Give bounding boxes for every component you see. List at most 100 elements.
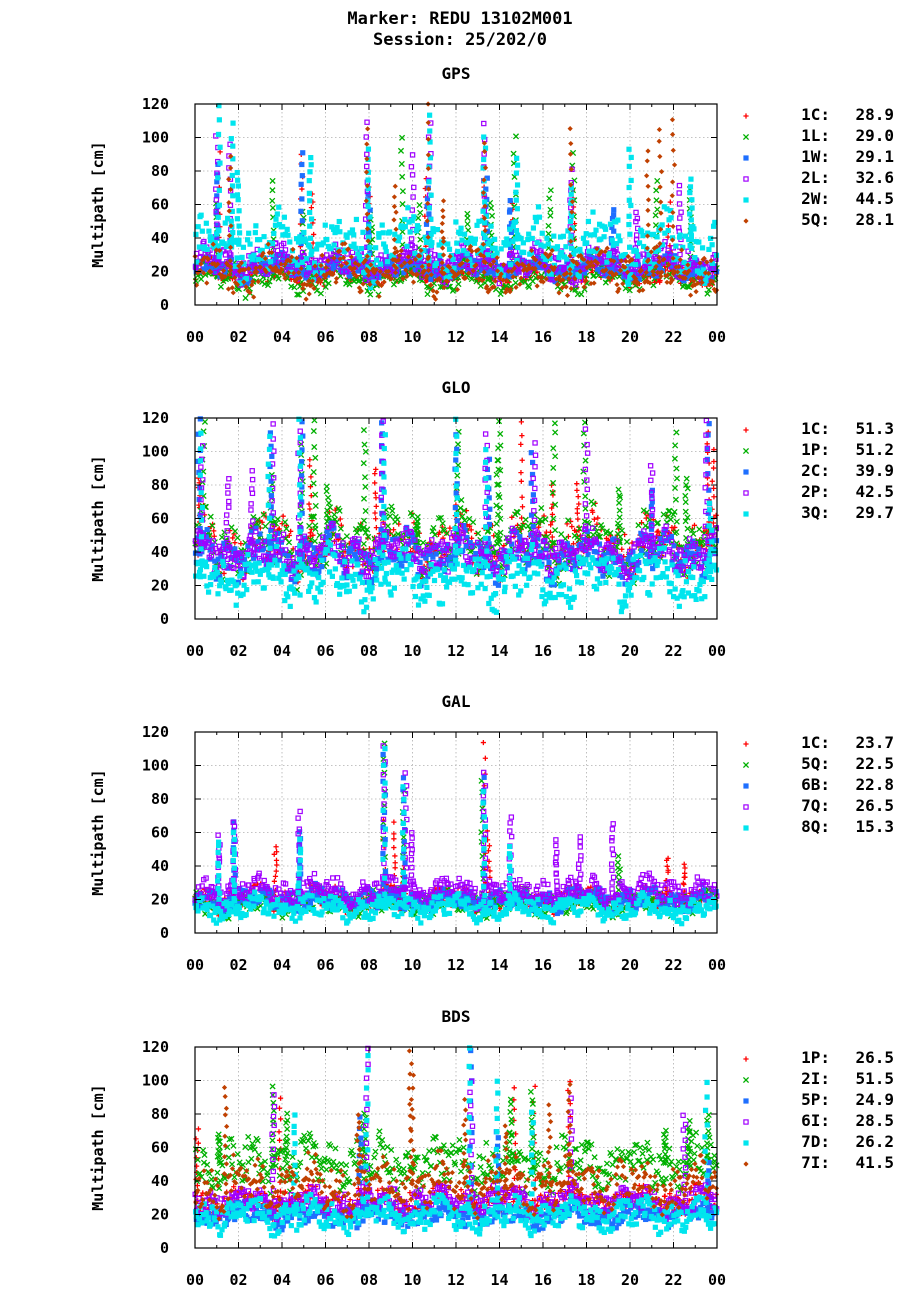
gps-series-2w-point <box>337 229 343 235</box>
gps-series-1l-spike-point <box>416 201 423 209</box>
glo-series-1p-spike-point <box>325 499 332 507</box>
gps-xtick-label: 14 <box>490 328 508 346</box>
gps-series-2w-spike-point <box>234 216 240 222</box>
gps-series-2w-point <box>336 218 342 225</box>
gps-ytick-label: 100 <box>142 129 169 147</box>
gps-series-2w-point <box>492 245 498 251</box>
gps-series-2w-spike-point <box>216 117 222 123</box>
gps-series-2w-spike-point <box>234 169 240 176</box>
gps-series-2w-point <box>274 211 280 217</box>
gps-series-2l-spike-point <box>676 190 682 196</box>
gps-series-1l-spike-point <box>512 133 520 140</box>
gps-series-1c-spike-point <box>667 199 673 205</box>
gps-series-1w-spike-point <box>299 196 305 202</box>
gps-series-2w-point <box>699 245 706 251</box>
glo-series-1c-point <box>569 523 575 530</box>
glo-series-1p-spike-point <box>362 483 369 490</box>
gps-series-5q-point <box>306 291 312 297</box>
gps-series-2w-spike-point <box>426 205 432 211</box>
gps-series-2w-spike-point <box>230 120 236 126</box>
glo-series-1c-spike-point <box>711 458 717 465</box>
gps-series-1c-point <box>534 269 540 275</box>
gps-series-2w-point <box>560 233 567 239</box>
gps-series-2w-point <box>349 227 356 233</box>
gps-series-2w-point <box>222 220 228 226</box>
gps-series-2w-spike-point <box>515 244 521 251</box>
gps-series-2w-spike-point <box>513 227 520 234</box>
gps-series-2w-point <box>692 254 698 261</box>
gps-series-1l-spike-point <box>397 147 405 154</box>
gps-series-2w-point <box>193 231 199 237</box>
gps-legend-label-2l: 2L: <box>801 168 830 187</box>
gps-series-5q-point <box>614 282 620 288</box>
glo-series-1p-spike-point <box>616 507 623 514</box>
gps-series-2w-point <box>203 220 209 226</box>
gps-series-5q-spike-point <box>645 148 651 154</box>
gps-series-5q-spike-point <box>645 222 651 228</box>
glo-series-1c-spike-point <box>373 495 379 501</box>
gps-series-1l-point <box>367 291 374 298</box>
glo-series-1p-spike-point <box>361 474 369 481</box>
gps-legend-marker-5q <box>743 218 749 224</box>
gps-series-2w-point <box>252 230 258 236</box>
gps-series-2w-point <box>564 256 570 262</box>
gps-series-2w-spike-point <box>628 177 634 184</box>
gps-series-2l-spike-point <box>364 119 370 125</box>
gps-ytick-label: 0 <box>160 296 169 314</box>
gps-ytick-label: 20 <box>151 263 169 281</box>
gps-series-2w-spike-point <box>514 206 520 212</box>
gps-series-2w-point <box>464 251 470 257</box>
gps-series-5q-point <box>204 280 210 286</box>
gps-series-2w-spike-point <box>307 235 314 241</box>
glo-series-1p-spike-point <box>682 498 689 506</box>
gps-series-2w-spike-point <box>427 112 433 118</box>
gps-series-2w-point <box>234 255 240 261</box>
gps-series-2w-point <box>433 260 439 267</box>
glo-series-1p-spike-point <box>310 428 317 435</box>
glo-series-1p-spike-point <box>360 460 367 467</box>
gps-series-2w-point <box>668 215 674 221</box>
glo-series-1c-spike-point <box>574 510 580 516</box>
gps-series-5q-spike-point <box>440 198 447 204</box>
glo-series-1p-point <box>207 513 214 520</box>
glo-series-1c-spike-point <box>308 474 314 480</box>
gps-series-2w-spike-point <box>234 192 241 198</box>
glo-series-1p-spike-point <box>550 464 557 471</box>
glo-series-1p-spike-point <box>312 502 319 509</box>
gps-series-2w-point <box>273 216 279 222</box>
glo-series-1p-spike-point <box>201 418 209 425</box>
glo-series-2c-point <box>600 573 606 579</box>
gps-series-points <box>192 101 720 302</box>
gps-series-2w-point <box>276 204 282 210</box>
gps-series-2w-spike-point <box>236 208 242 214</box>
glo-series-1p-spike-point <box>671 484 679 492</box>
glo-series-1p-spike-point <box>323 483 330 490</box>
gps-series-2w-point <box>601 234 607 240</box>
gps-series-2w-point <box>563 244 569 250</box>
glo-series-1p-point <box>394 516 401 523</box>
glo-series-1p-point <box>331 511 338 518</box>
glo-series-2c-point <box>470 543 476 549</box>
glo-series-1c-point <box>238 541 244 547</box>
glo-series-2c-spike-point <box>197 416 203 422</box>
glo-series-1c-spike-point <box>372 471 378 477</box>
gps-series-5q-point <box>556 290 562 296</box>
glo-series-1p-spike-point <box>550 445 557 452</box>
gps-series-2w-spike-point <box>628 202 634 208</box>
gps-series-2l-spike-point <box>678 209 684 215</box>
gps-series-2w-point <box>434 226 441 233</box>
gps-series-2w-point <box>285 232 291 238</box>
glo-series-2c-spike-point <box>453 457 459 463</box>
glo-series-1c-spike-point <box>373 516 379 522</box>
glo-series-2c-point <box>373 566 380 572</box>
glo-series-1p-spike-point <box>325 494 332 501</box>
gps-series-1l-spike-point <box>654 206 661 213</box>
gps-series-2w-spike-point <box>568 245 575 251</box>
gps-series-5q-point <box>376 293 382 299</box>
gps-series-5q-point <box>334 275 340 282</box>
gps-series-2w-point <box>539 230 545 236</box>
gps-series-5q-spike-point <box>671 162 678 168</box>
gps-series-2w-point <box>577 246 583 252</box>
gps-series-2w-point <box>353 245 359 251</box>
